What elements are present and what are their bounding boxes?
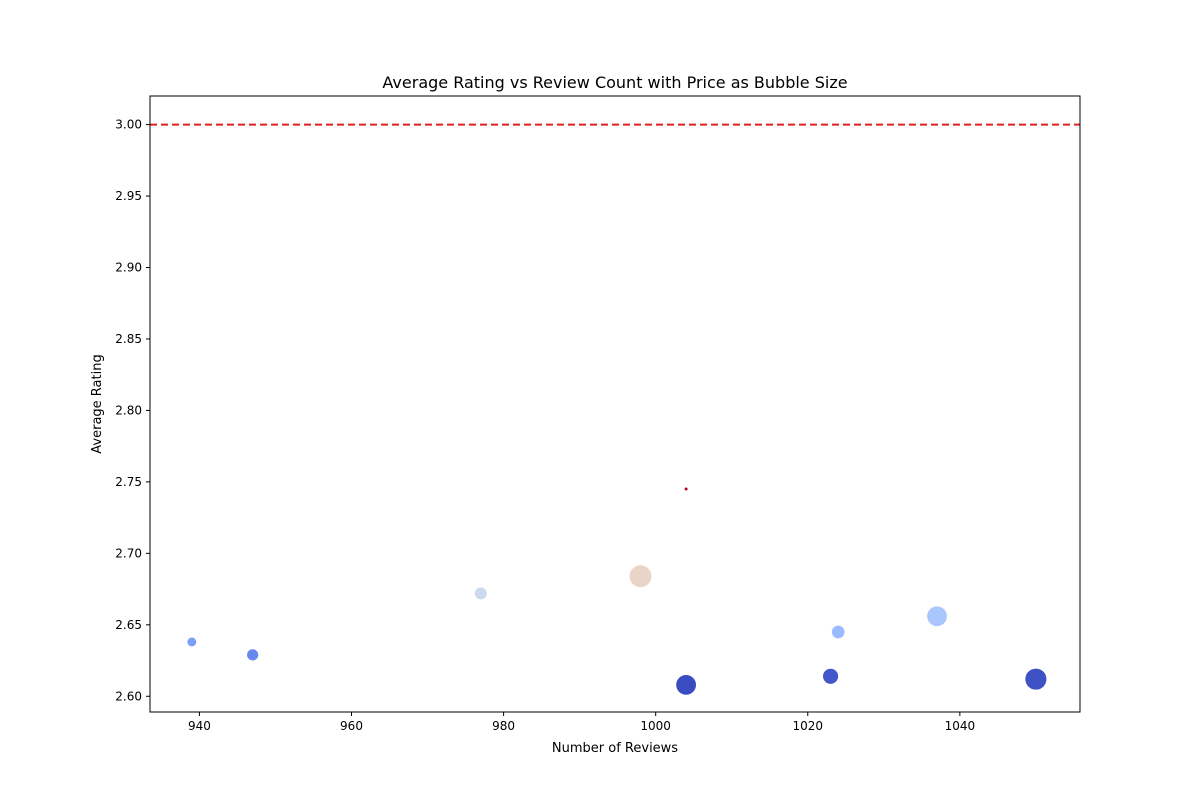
- y-tick-label: 2.75: [115, 475, 142, 489]
- y-tick-label: 2.95: [115, 189, 142, 203]
- bubble-point: [926, 605, 948, 628]
- bubble-point: [186, 636, 198, 648]
- x-tick-label: 1020: [792, 719, 823, 733]
- y-tick-label: 3.00: [115, 118, 142, 132]
- bubble-point: [628, 564, 653, 589]
- x-tick-label: 980: [492, 719, 515, 733]
- bubble-point: [473, 586, 488, 601]
- y-axis-label: Average Rating: [90, 354, 105, 453]
- x-tick-label: 960: [340, 719, 363, 733]
- x-axis-label: Number of Reviews: [552, 741, 678, 756]
- plot-frame: [149, 95, 1081, 713]
- bubble-point: [675, 673, 697, 696]
- y-axis: 2.60 2.65 2.70 2.75 2.80 2.85 2.90 2.95 3.00: [115, 118, 150, 703]
- x-tick-label: 1000: [640, 719, 671, 733]
- points-layer: [186, 486, 1048, 696]
- bubble-point: [1024, 667, 1048, 691]
- x-axis: 940 960 980 1000 1020 1040: [188, 712, 975, 733]
- y-tick-label: 2.80: [115, 403, 142, 417]
- y-tick-label: 2.70: [115, 546, 142, 560]
- y-tick-label: 2.65: [115, 618, 142, 632]
- y-tick-label: 2.85: [115, 332, 142, 346]
- bubble-point: [830, 624, 846, 640]
- x-tick-label: 940: [188, 719, 211, 733]
- y-tick-label: 2.90: [115, 261, 142, 275]
- bubble-point: [683, 486, 689, 492]
- bubble-point: [822, 667, 840, 685]
- y-tick-label: 2.60: [115, 689, 142, 703]
- chart-title: Average Rating vs Review Count with Pric…: [382, 73, 847, 92]
- bubble-point: [246, 648, 260, 662]
- x-tick-label: 1040: [945, 719, 976, 733]
